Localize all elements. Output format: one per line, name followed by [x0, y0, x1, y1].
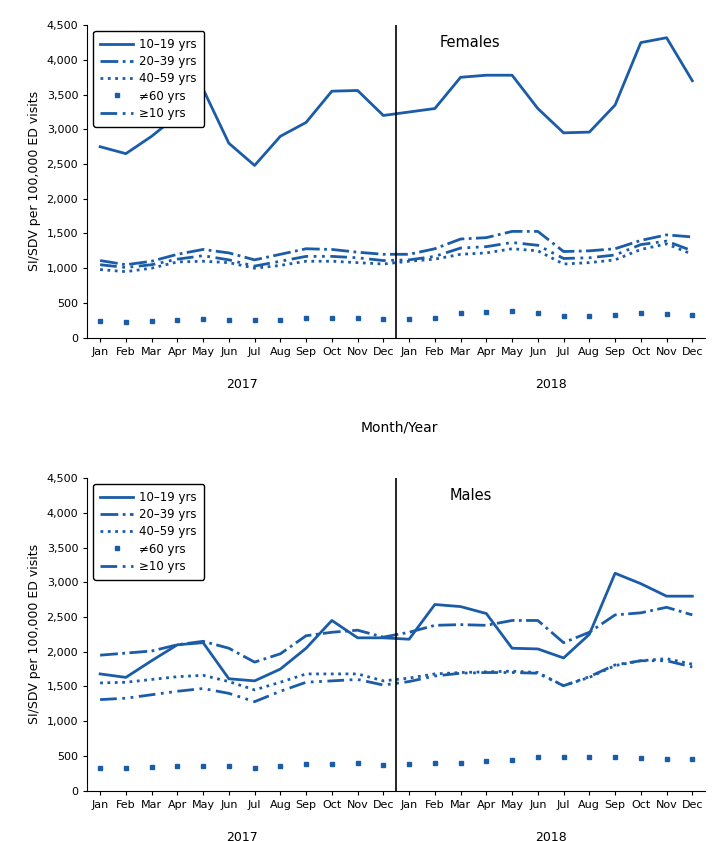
- Text: 2017: 2017: [226, 378, 257, 391]
- Y-axis label: SI/SDV per 100,000 ED visits: SI/SDV per 100,000 ED visits: [28, 92, 41, 272]
- Legend: 10–19 yrs, 20–39 yrs, 40–59 yrs, ≠60 yrs, ≥10 yrs: 10–19 yrs, 20–39 yrs, 40–59 yrs, ≠60 yrs…: [93, 484, 204, 579]
- Legend: 10–19 yrs, 20–39 yrs, 40–59 yrs, ≠60 yrs, ≥10 yrs: 10–19 yrs, 20–39 yrs, 40–59 yrs, ≠60 yrs…: [93, 31, 204, 127]
- Text: 2018: 2018: [535, 378, 566, 391]
- Text: 2018: 2018: [535, 831, 566, 841]
- Text: Females: Females: [440, 34, 501, 50]
- Y-axis label: SI/SDV per 100,000 ED visits: SI/SDV per 100,000 ED visits: [28, 544, 41, 724]
- Text: Month/Year: Month/Year: [361, 420, 438, 435]
- Text: 2017: 2017: [226, 831, 257, 841]
- Text: Males: Males: [449, 488, 491, 503]
